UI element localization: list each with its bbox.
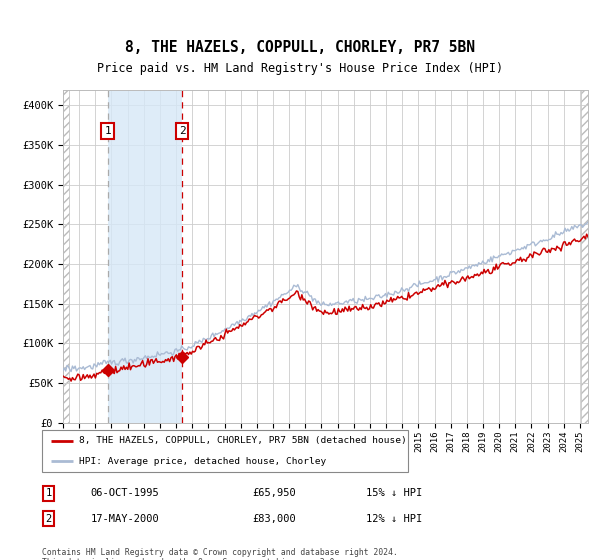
Text: 1: 1 — [104, 126, 111, 136]
Text: HPI: Average price, detached house, Chorley: HPI: Average price, detached house, Chor… — [79, 456, 326, 465]
Text: Contains HM Land Registry data © Crown copyright and database right 2024.
This d: Contains HM Land Registry data © Crown c… — [42, 548, 398, 560]
Bar — [63, 90, 70, 423]
Text: 8, THE HAZELS, COPPULL, CHORLEY, PR7 5BN: 8, THE HAZELS, COPPULL, CHORLEY, PR7 5BN — [125, 40, 475, 55]
Text: 12% ↓ HPI: 12% ↓ HPI — [366, 514, 422, 524]
Text: Price paid vs. HM Land Registry's House Price Index (HPI): Price paid vs. HM Land Registry's House … — [97, 62, 503, 76]
Text: 8, THE HAZELS, COPPULL, CHORLEY, PR7 5BN (detached house): 8, THE HAZELS, COPPULL, CHORLEY, PR7 5BN… — [79, 436, 406, 445]
Text: £65,950: £65,950 — [253, 488, 296, 498]
Text: 1: 1 — [46, 488, 52, 498]
Text: 15% ↓ HPI: 15% ↓ HPI — [366, 488, 422, 498]
Text: 06-OCT-1995: 06-OCT-1995 — [91, 488, 160, 498]
Text: £83,000: £83,000 — [253, 514, 296, 524]
Bar — [581, 90, 588, 423]
Bar — [107, 90, 182, 423]
Text: 2: 2 — [46, 514, 52, 524]
FancyBboxPatch shape — [42, 430, 408, 472]
Text: 17-MAY-2000: 17-MAY-2000 — [91, 514, 160, 524]
Text: 2: 2 — [179, 126, 185, 136]
